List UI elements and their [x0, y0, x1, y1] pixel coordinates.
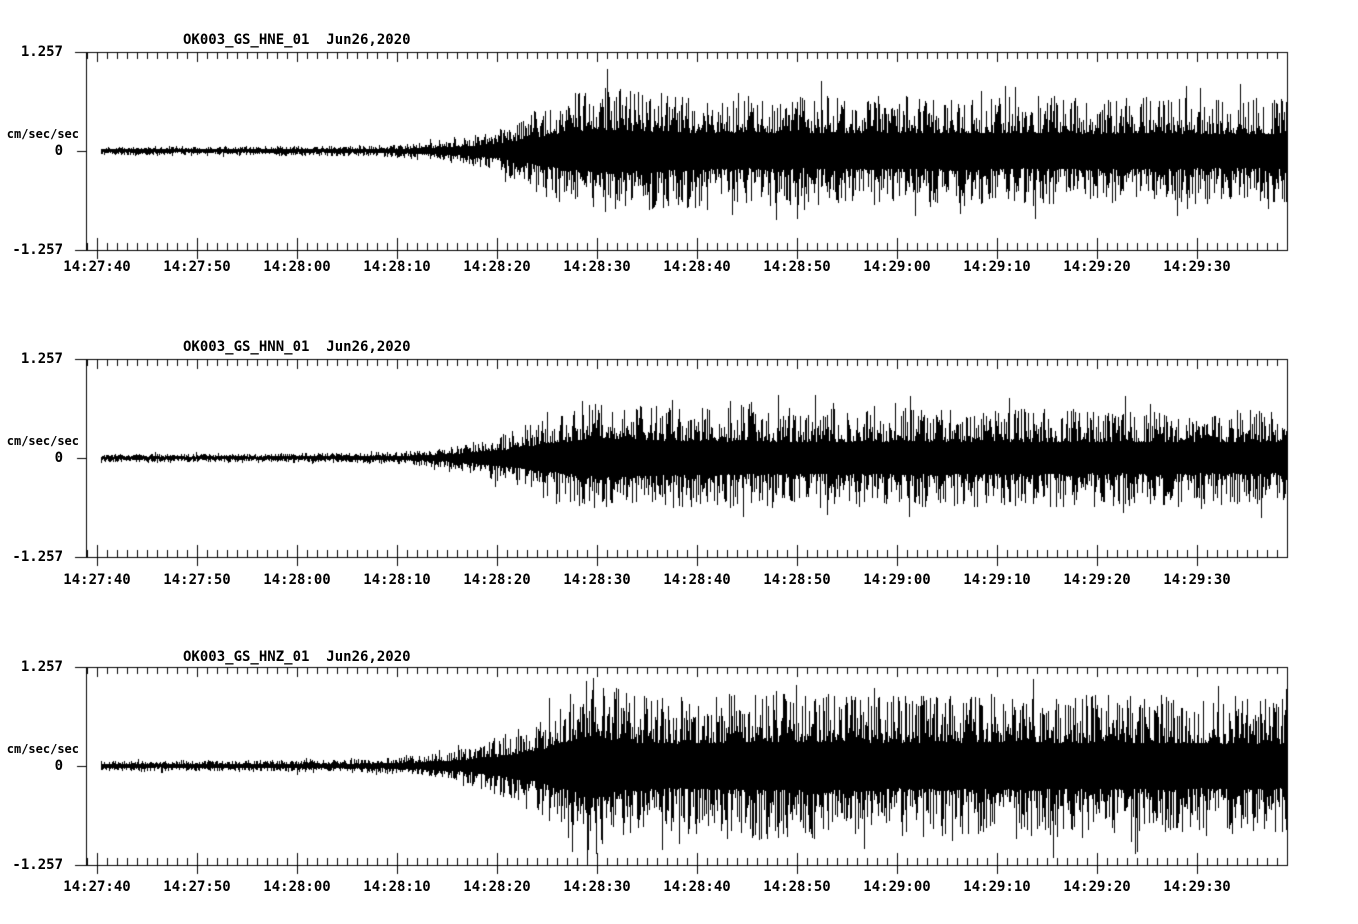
seismogram-canvas [0, 0, 1358, 924]
seismogram-strip-chart: OK003_GS_HNE_01 Jun26,2020 1.257 cm/sec/… [0, 0, 1358, 924]
